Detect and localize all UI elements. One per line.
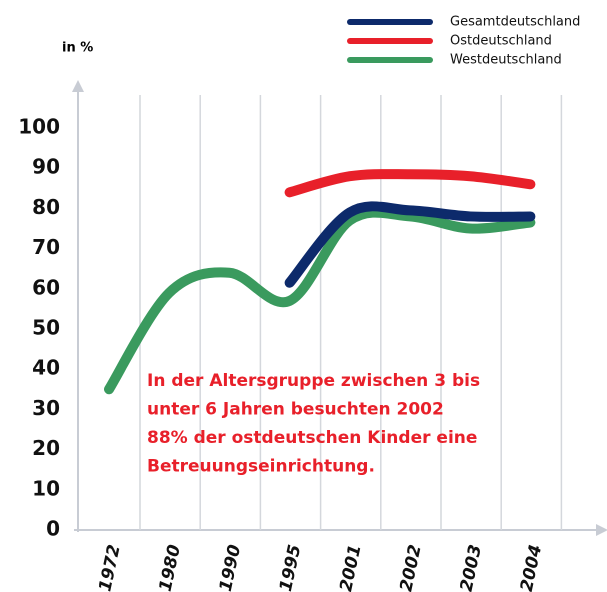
x-tick-label: 1990 bbox=[216, 543, 245, 592]
x-axis-arrow bbox=[596, 524, 607, 536]
lines bbox=[104, 169, 536, 395]
y-tick-label: 40 bbox=[32, 356, 60, 380]
line bbox=[284, 169, 536, 198]
y-tick-label: 50 bbox=[32, 316, 60, 340]
annotation: 88% der ostdeutschen Kinder eine bbox=[147, 428, 477, 448]
line bbox=[104, 207, 536, 395]
y-tick-label: 60 bbox=[32, 275, 60, 299]
x-tick-label: 1995 bbox=[276, 543, 305, 592]
labels: 0 10 20 30 40 50 60 70 80 90 100 1972 1980 1990 1995 20… bbox=[18, 15, 580, 592]
y-tick-label: 0 bbox=[46, 517, 60, 541]
x-tick-label: 1980 bbox=[156, 543, 185, 592]
grid bbox=[139, 95, 563, 530]
y-tick-label: 70 bbox=[32, 235, 60, 259]
legend-label: Westdeutschland bbox=[450, 53, 562, 68]
y-tick-label: 100 bbox=[18, 115, 60, 139]
legend-label: Ostdeutschland bbox=[450, 34, 552, 49]
y-tick-label: 80 bbox=[32, 195, 60, 219]
y-tick-label: 10 bbox=[32, 476, 60, 500]
x-tick-label: 2003 bbox=[457, 543, 486, 592]
y-tick-label: 30 bbox=[32, 396, 60, 420]
y-tick-label: 20 bbox=[32, 436, 60, 460]
x-tick-label: 2001 bbox=[336, 543, 365, 592]
y-axis-label: in % bbox=[62, 41, 93, 56]
annotation: Betreuungseinrichtung. bbox=[147, 457, 375, 477]
annotation: In der Altersgruppe zwischen 3 bis bbox=[147, 371, 480, 391]
x-tick-label: 1972 bbox=[95, 543, 124, 592]
x-tick-label: 2004 bbox=[517, 543, 546, 592]
x-tick-label: 2002 bbox=[396, 543, 425, 592]
line bbox=[284, 201, 536, 288]
y-tick-label: 90 bbox=[32, 155, 60, 179]
legend-label: Gesamtdeutschland bbox=[450, 15, 580, 30]
annotation: unter 6 Jahren besuchten 2002 bbox=[147, 400, 444, 420]
y-axis-arrow bbox=[72, 80, 84, 92]
